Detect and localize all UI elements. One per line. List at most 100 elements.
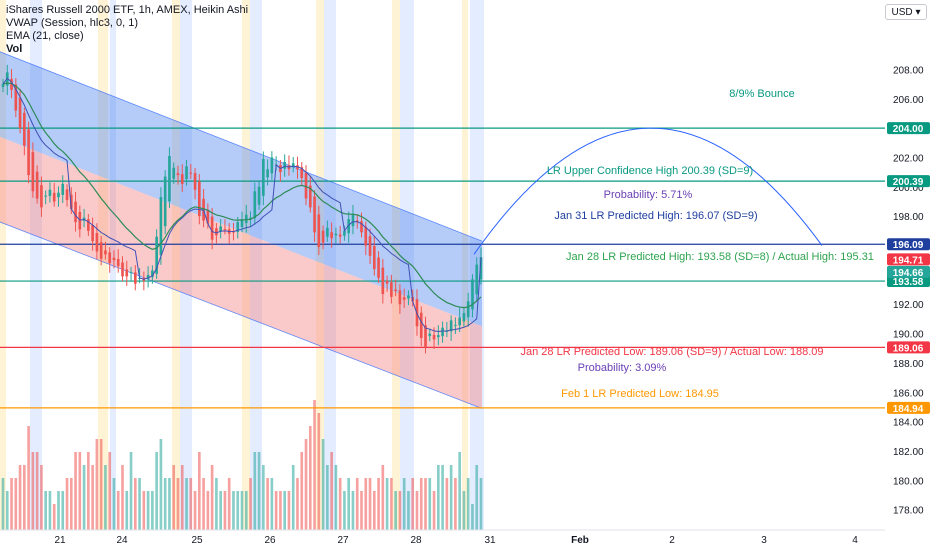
volume-bar bbox=[377, 478, 380, 530]
ema-line bbox=[2, 82, 482, 309]
session-stripe bbox=[180, 0, 192, 530]
candle-body bbox=[155, 236, 158, 274]
candle-body bbox=[87, 219, 90, 231]
annotation-text: Jan 31 LR Predicted High: 196.07 (SD=9) bbox=[554, 210, 757, 222]
candle-body bbox=[10, 78, 13, 90]
volume-bar bbox=[300, 452, 304, 530]
volume-bar bbox=[10, 478, 13, 530]
y-tick-label: 208.00 bbox=[893, 65, 924, 76]
volume-bar bbox=[321, 439, 325, 530]
annotation-text: Probability: 5.71% bbox=[604, 189, 693, 201]
volume-bar bbox=[343, 491, 346, 530]
volume-bar bbox=[142, 491, 146, 530]
volume-bar bbox=[69, 478, 73, 530]
y-tick-label: 206.00 bbox=[893, 95, 924, 106]
level-price-tag-bg bbox=[887, 341, 930, 354]
volume-bar bbox=[14, 478, 18, 530]
last-price-tag: 194.71 bbox=[893, 255, 924, 266]
volume-bar bbox=[394, 491, 397, 530]
candle-body bbox=[313, 196, 316, 233]
volume-bar bbox=[176, 478, 180, 530]
vwap-line bbox=[2, 77, 482, 333]
x-tick-label: 24 bbox=[116, 535, 128, 546]
volume-bar bbox=[82, 465, 86, 530]
candle-body bbox=[479, 257, 483, 280]
volume-bar bbox=[159, 439, 163, 530]
candle-body bbox=[159, 197, 163, 256]
volume-bar bbox=[381, 465, 385, 530]
annotation-text: 8/9% Bounce bbox=[729, 88, 794, 100]
candle-body bbox=[210, 216, 214, 240]
volume-bar bbox=[308, 426, 312, 530]
y-tick-label: 178.00 bbox=[893, 506, 924, 517]
volume-bar bbox=[432, 491, 436, 530]
volume-bar bbox=[317, 413, 321, 530]
level-price-tag: 196.09 bbox=[893, 240, 924, 251]
candle-body bbox=[104, 250, 107, 255]
candle-body bbox=[368, 236, 372, 256]
legend-ema: EMA (21, close) bbox=[6, 30, 84, 42]
prev-price-tag: 194.66 bbox=[893, 268, 924, 279]
candle-body bbox=[74, 201, 77, 223]
time-axis: 21 24 25 26 27 28 31 Feb 2 3 4 bbox=[0, 529, 885, 546]
legend-title: iShares Russell 2000 ETF, 1h, AMEX, Heik… bbox=[6, 4, 249, 16]
currency-button[interactable]: USD ▾ bbox=[885, 4, 927, 20]
x-tick-label: Feb bbox=[571, 535, 589, 546]
volume-bar bbox=[74, 452, 77, 530]
candle-body bbox=[112, 257, 116, 261]
candle-body bbox=[185, 166, 188, 180]
level-price-tag: 204.00 bbox=[893, 124, 924, 135]
session-stripe bbox=[0, 0, 6, 530]
volume-bar bbox=[95, 439, 99, 530]
prev-price-tag-bg bbox=[887, 265, 930, 278]
volume-bar bbox=[287, 491, 291, 530]
volume-bar bbox=[279, 491, 282, 530]
candle-body bbox=[257, 186, 261, 205]
candle-body bbox=[300, 167, 304, 179]
candle-body bbox=[326, 227, 329, 237]
volume-bar bbox=[326, 465, 329, 530]
x-tick-label: 26 bbox=[264, 535, 276, 546]
candle-body bbox=[223, 229, 227, 231]
volume-bar bbox=[1, 478, 5, 530]
volume-bar bbox=[78, 452, 82, 530]
volume-bar bbox=[479, 478, 483, 530]
volume-bar bbox=[419, 478, 423, 530]
volume-bar bbox=[125, 491, 129, 530]
candle-body bbox=[317, 214, 321, 248]
candle-body bbox=[424, 325, 427, 347]
channel-upper-band bbox=[0, 51, 482, 327]
candle-body bbox=[95, 233, 99, 252]
candle-body bbox=[270, 157, 274, 174]
session-stripe bbox=[250, 0, 262, 530]
volume-bar bbox=[266, 478, 269, 530]
annotation-text: Jan 28 LR Predicted High: 193.58 (SD=8) … bbox=[566, 251, 874, 263]
candle-body bbox=[146, 274, 150, 280]
candle-body bbox=[99, 242, 103, 259]
level-price-tag: 200.39 bbox=[893, 177, 924, 188]
bounce-arc bbox=[473, 127, 823, 255]
candle-body bbox=[168, 156, 171, 202]
session-stripe bbox=[172, 0, 180, 530]
session-stripe bbox=[316, 0, 324, 530]
candle-body bbox=[78, 211, 82, 230]
level-price-tag-bg bbox=[887, 122, 930, 135]
candle-body bbox=[441, 327, 444, 337]
volume-bar bbox=[351, 491, 355, 530]
candle-body bbox=[253, 191, 257, 219]
level-price-tag-bg bbox=[887, 238, 930, 251]
candle-body bbox=[215, 228, 218, 236]
volume-bar bbox=[257, 452, 261, 530]
volume-bar bbox=[402, 478, 406, 530]
annotations: 8/9% Bounce LR Upper Confidence High 200.… bbox=[521, 88, 874, 400]
volume-bar bbox=[270, 478, 274, 530]
annotation-text: LR Upper Confidence High 200.39 (SD=9) bbox=[547, 165, 753, 177]
level-price-tag-bg bbox=[887, 175, 930, 188]
y-tick-label: 202.00 bbox=[893, 153, 924, 164]
candle-body bbox=[35, 171, 39, 199]
volume-bar bbox=[466, 478, 470, 530]
volume-bar bbox=[5, 491, 9, 530]
volume-bar bbox=[185, 478, 188, 530]
volume-bar bbox=[436, 465, 440, 530]
